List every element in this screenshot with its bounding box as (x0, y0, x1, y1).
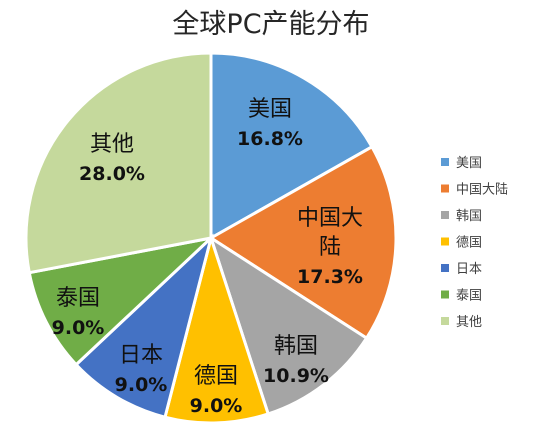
legend-swatch (441, 237, 449, 246)
slice-percent-label: 9.0% (190, 395, 243, 417)
slice-name-label: 泰国 (56, 286, 100, 311)
slice-name-label: 美国 (248, 97, 292, 122)
pie-slice (74, 233, 214, 420)
slice-percent-label: 28.0% (79, 163, 145, 185)
legend-swatch (441, 184, 449, 193)
legend-label: 韩国 (456, 209, 482, 224)
pie-slice (208, 234, 369, 416)
pie-slice (208, 144, 398, 341)
legend-swatch (441, 290, 449, 299)
slice-name-label: 日本 (119, 343, 163, 368)
legend-label: 泰国 (456, 289, 482, 304)
slice-percent-label: 9.0% (52, 317, 105, 339)
pie-slice (27, 235, 216, 367)
pie-slice (24, 51, 213, 275)
legend-swatch (441, 317, 449, 325)
legend-swatch (441, 158, 449, 166)
slice-name-label: 陆 (319, 235, 341, 260)
legend-label: 日本 (456, 262, 482, 277)
legend-label: 其他 (456, 315, 482, 330)
slice-name-label: 其他 (90, 132, 134, 157)
slice-percent-label: 16.8% (237, 128, 303, 150)
pie-slices (24, 51, 398, 423)
slice-percent-label: 17.3% (297, 266, 363, 288)
legend-swatch (441, 264, 449, 272)
legend-label: 德国 (456, 236, 482, 251)
pie-data-labels: 美国 16.8% 中国大陆 17.3% 韩国 10.9% 德国 9.0% 日本 9.0% 泰国 9.0… (52, 97, 363, 417)
slice-name-label: 韩国 (274, 334, 318, 359)
slice-name-label: 德国 (194, 364, 238, 389)
slice-name-label: 中国大 (297, 206, 363, 231)
chart-title: 全球PC产能分布 (172, 9, 369, 40)
legend-swatch (441, 211, 449, 219)
legend-label: 美国 (456, 156, 482, 171)
slice-percent-label: 10.9% (263, 365, 329, 387)
slice-percent-label: 9.0% (115, 374, 168, 396)
pie-slice (209, 51, 375, 241)
legend-label: 中国大陆 (456, 182, 508, 198)
